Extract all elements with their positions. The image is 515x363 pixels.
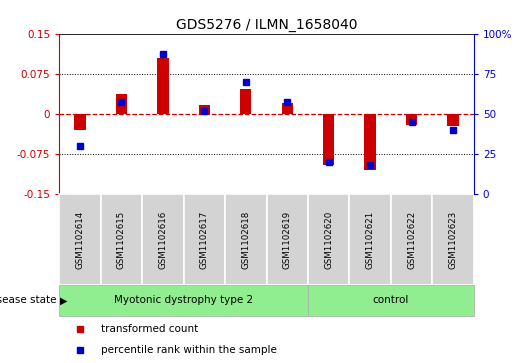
Text: GSM1102622: GSM1102622 — [407, 211, 416, 269]
Bar — [308, 285, 474, 316]
Text: GSM1102617: GSM1102617 — [200, 211, 209, 269]
Bar — [116, 94, 127, 114]
Text: GSM1102620: GSM1102620 — [324, 211, 333, 269]
Bar — [101, 194, 142, 285]
Text: Myotonic dystrophy type 2: Myotonic dystrophy type 2 — [114, 295, 253, 305]
Bar — [225, 194, 267, 285]
Bar — [406, 114, 417, 125]
Text: control: control — [373, 295, 409, 305]
Bar — [391, 194, 433, 285]
Text: GSM1102618: GSM1102618 — [242, 211, 250, 269]
Title: GDS5276 / ILMN_1658040: GDS5276 / ILMN_1658040 — [176, 18, 357, 32]
Bar — [308, 194, 349, 285]
Bar — [142, 194, 183, 285]
Bar — [433, 194, 474, 285]
Bar — [59, 285, 308, 316]
Text: GSM1102621: GSM1102621 — [366, 211, 374, 269]
Bar — [448, 114, 459, 126]
Text: GSM1102623: GSM1102623 — [449, 211, 457, 269]
Bar — [365, 114, 376, 170]
Text: disease state: disease state — [0, 295, 57, 305]
Text: GSM1102614: GSM1102614 — [76, 211, 84, 269]
Bar — [74, 114, 85, 130]
Bar — [240, 89, 251, 114]
Text: ▶: ▶ — [60, 295, 68, 305]
Text: GSM1102615: GSM1102615 — [117, 211, 126, 269]
Text: GSM1102619: GSM1102619 — [283, 211, 291, 269]
Bar — [267, 194, 308, 285]
Text: percentile rank within the sample: percentile rank within the sample — [101, 345, 277, 355]
Bar — [323, 114, 334, 165]
Bar — [349, 194, 391, 285]
Text: transformed count: transformed count — [101, 324, 198, 334]
Bar — [282, 103, 293, 114]
Text: GSM1102616: GSM1102616 — [159, 211, 167, 269]
Bar — [59, 194, 101, 285]
Bar — [184, 194, 225, 285]
Bar — [199, 105, 210, 114]
Bar — [157, 58, 168, 114]
